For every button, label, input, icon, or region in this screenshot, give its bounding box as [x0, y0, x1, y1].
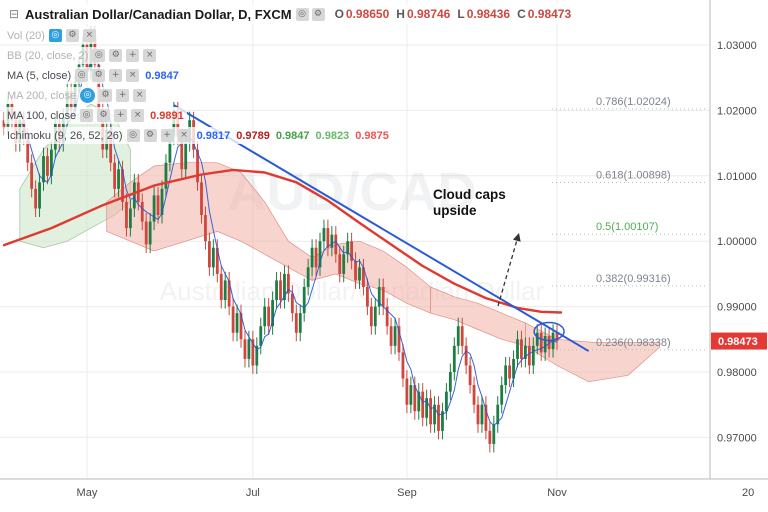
indicator-row: MA (5, close) ◎ ⚙ + × 0.9847: [4, 67, 182, 84]
svg-text:0.98000: 0.98000: [717, 367, 757, 379]
indicator-row: Ichimoku (9, 26, 52, 26) ◎ ⚙ + × 0.9817 0.9789…: [4, 127, 392, 144]
fib-retracement[interactable]: 0.786(1.02024) 0.618(1.00898) 0.5(1.00107)…: [552, 96, 706, 351]
indicator-name[interactable]: BB (20, close, 2): [7, 49, 89, 62]
eye-icon[interactable]: ◎: [80, 88, 96, 103]
eye-icon[interactable]: ◎: [80, 109, 94, 122]
svg-text:0.382(0.99316): 0.382(0.99316): [596, 273, 671, 285]
plus-icon[interactable]: +: [109, 69, 123, 82]
svg-text:0.5(1.00107): 0.5(1.00107): [596, 221, 658, 233]
indicator-value: 0.9817: [196, 129, 231, 142]
close-icon[interactable]: ×: [177, 129, 191, 142]
svg-text:upside: upside: [433, 203, 477, 218]
eye-icon[interactable]: ◎: [75, 69, 89, 82]
indicator-value: 0.9789: [236, 129, 270, 142]
svg-text:0.786(1.02024): 0.786(1.02024): [596, 96, 671, 108]
close-icon[interactable]: ×: [82, 29, 96, 42]
svg-text:1.01000: 1.01000: [717, 171, 757, 183]
svg-text:1.00000: 1.00000: [717, 236, 757, 248]
eye-icon[interactable]: ◎: [126, 129, 140, 142]
trend-ellipse[interactable]: [533, 321, 565, 342]
svg-text:Nov: Nov: [547, 487, 567, 499]
indicator-legend: Vol (20) ◎ ⚙ × BB (20, close, 2) ◎ ⚙ + × MA (5, c…: [4, 27, 579, 144]
svg-text:May: May: [77, 487, 98, 499]
gear-icon[interactable]: ⚙: [65, 29, 79, 42]
close-icon[interactable]: ×: [131, 109, 145, 122]
close-icon[interactable]: ×: [143, 49, 157, 62]
indicator-value: 0.9847: [275, 129, 310, 142]
svg-text:Cloud caps: Cloud caps: [433, 187, 506, 202]
eye-icon[interactable]: ◎: [92, 49, 106, 62]
ma100-line[interactable]: [2, 168, 563, 314]
plus-icon[interactable]: +: [116, 89, 130, 102]
indicator-value: 0.9823: [315, 129, 350, 142]
symbol-legend-row: ⊟ Australian Dollar/Canadian Dollar, D, …: [4, 4, 580, 24]
ohlc-value: 0.98436: [466, 7, 511, 21]
svg-text:Jul: Jul: [246, 487, 260, 499]
last-price-tag: 0.98473: [711, 332, 767, 350]
gear-icon[interactable]: ⚙: [99, 89, 113, 102]
ohlc-value: 0.98746: [406, 7, 451, 21]
svg-text:0.97000: 0.97000: [717, 432, 757, 444]
gear-icon[interactable]: ⚙: [109, 49, 123, 62]
close-icon[interactable]: ×: [126, 69, 140, 82]
indicator-name[interactable]: MA 100, close: [7, 109, 77, 122]
eye-icon[interactable]: ◎: [48, 29, 62, 42]
legend-collapse-icon[interactable]: ⊟: [8, 6, 20, 21]
svg-text:0.236(0.98338): 0.236(0.98338): [596, 337, 671, 349]
indicator-name[interactable]: Ichimoku (9, 26, 52, 26): [7, 129, 123, 142]
annotation-arrow[interactable]: [497, 232, 521, 307]
svg-text:Sep: Sep: [397, 487, 417, 499]
ohlc-key: H: [396, 7, 405, 21]
indicator-row: MA 200, close ◎ ⚙ + ×: [4, 87, 150, 104]
indicator-row: Vol (20) ◎ ⚙ ×: [4, 27, 99, 44]
ohlc-readout: O 0.98650 H 0.98746 L 0.98436 C 0.98473: [335, 7, 577, 21]
svg-text:0.98473: 0.98473: [718, 336, 758, 348]
svg-text:1.03000: 1.03000: [717, 40, 757, 52]
ohlc-key: C: [517, 7, 526, 21]
eye-icon[interactable]: ◎: [295, 7, 309, 21]
gear-icon[interactable]: ⚙: [92, 69, 106, 82]
gear-icon[interactable]: ⚙: [311, 7, 325, 21]
indicator-row: BB (20, close, 2) ◎ ⚙ + ×: [4, 47, 160, 64]
time-axis[interactable]: May Jul Sep Nov 20: [0, 478, 768, 512]
ohlc-key: O: [334, 7, 344, 21]
indicator-row: MA 100, close ◎ ⚙ + × 0.9891: [4, 107, 187, 124]
indicator-value: 0.9875: [355, 129, 389, 142]
ohlc-value: 0.98473: [527, 7, 572, 21]
trendline[interactable]: [173, 104, 590, 352]
svg-text:1.02000: 1.02000: [717, 105, 757, 117]
svg-text:0.618(1.00898): 0.618(1.00898): [596, 169, 671, 181]
svg-text:20: 20: [742, 487, 754, 499]
gear-icon[interactable]: ⚙: [97, 109, 111, 122]
plus-icon[interactable]: +: [126, 49, 140, 62]
symbol-title[interactable]: Australian Dollar/Canadian Dollar, D, FX…: [25, 6, 292, 22]
symbol-buttons: ◎ ⚙: [295, 7, 325, 21]
plus-icon[interactable]: +: [160, 129, 174, 142]
ohlc-value: 0.98650: [345, 7, 390, 21]
price-axis[interactable]: 1.03000 1.02000 1.01000 1.00000 0.99000 0.980…: [709, 0, 768, 512]
indicator-value: 0.9891: [150, 109, 184, 122]
indicator-name[interactable]: MA 200, close: [7, 89, 77, 102]
indicator-name[interactable]: MA (5, close): [7, 69, 72, 82]
close-icon[interactable]: ×: [133, 89, 147, 102]
svg-text:0.99000: 0.99000: [717, 302, 757, 314]
legend-panel: ⊟ Australian Dollar/Canadian Dollar, D, …: [4, 4, 580, 147]
indicator-value: 0.9847: [145, 69, 179, 82]
ohlc-key: L: [457, 7, 465, 21]
gear-icon[interactable]: ⚙: [143, 129, 157, 142]
plus-icon[interactable]: +: [114, 109, 128, 122]
indicator-name[interactable]: Vol (20): [7, 29, 45, 42]
